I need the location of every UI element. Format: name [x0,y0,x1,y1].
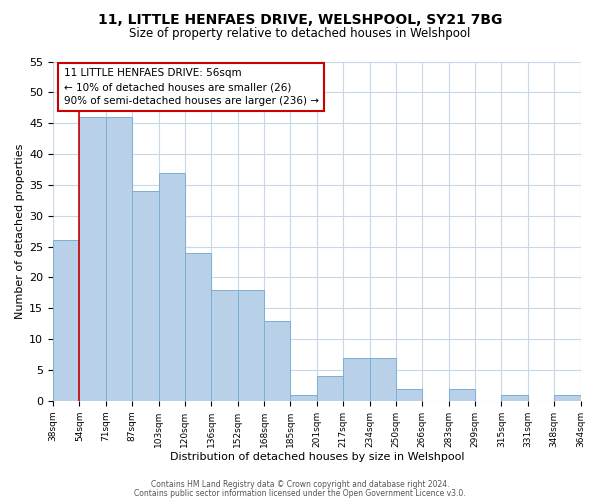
Bar [502,394,528,401]
Bar [106,117,132,401]
Bar [79,117,106,401]
Text: Size of property relative to detached houses in Welshpool: Size of property relative to detached ho… [130,28,470,40]
Bar [264,320,290,401]
Bar [238,290,264,401]
Bar [396,388,422,401]
Bar [449,388,475,401]
Bar [132,191,158,401]
Bar [370,358,396,401]
Bar [554,394,581,401]
Y-axis label: Number of detached properties: Number of detached properties [15,144,25,319]
X-axis label: Distribution of detached houses by size in Welshpool: Distribution of detached houses by size … [170,452,464,462]
Bar [290,394,317,401]
Bar [185,253,211,401]
Text: 11, LITTLE HENFAES DRIVE, WELSHPOOL, SY21 7BG: 11, LITTLE HENFAES DRIVE, WELSHPOOL, SY2… [98,12,502,26]
Text: Contains HM Land Registry data © Crown copyright and database right 2024.: Contains HM Land Registry data © Crown c… [151,480,449,489]
Bar [317,376,343,401]
Bar [211,290,238,401]
Text: 11 LITTLE HENFAES DRIVE: 56sqm
← 10% of detached houses are smaller (26)
90% of : 11 LITTLE HENFAES DRIVE: 56sqm ← 10% of … [64,68,319,106]
Bar [158,172,185,401]
Bar [53,240,79,401]
Text: Contains public sector information licensed under the Open Government Licence v3: Contains public sector information licen… [134,488,466,498]
Bar [343,358,370,401]
